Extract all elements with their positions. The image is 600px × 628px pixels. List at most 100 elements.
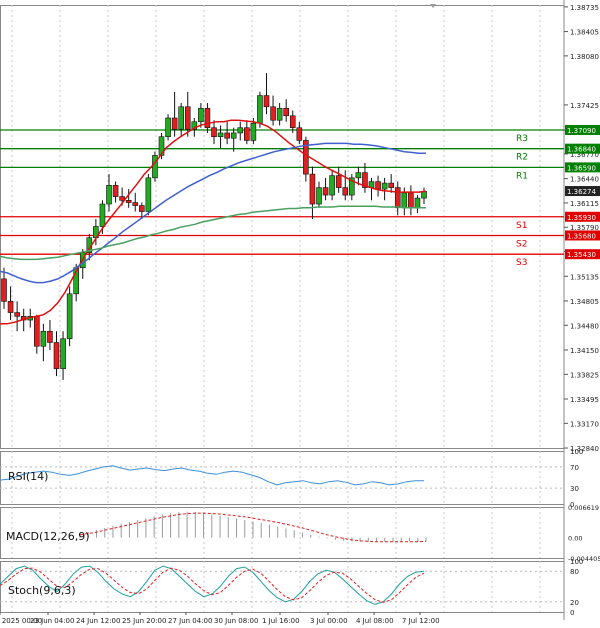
time-tick-label: 1 Jul 16:00	[262, 617, 300, 625]
stoch-d-line	[0, 567, 425, 603]
pivot-tag-r3	[565, 124, 600, 135]
time-tick-label: 7 Jul 12:00	[402, 617, 440, 625]
candle-bull	[276, 107, 283, 121]
candle-bear	[362, 172, 368, 188]
candle-bull	[355, 172, 362, 179]
candle-bull	[217, 132, 224, 138]
pivot-tag-r1	[565, 162, 600, 173]
pivot-tag-text-r1: 1.36590	[567, 164, 596, 172]
candle-bull	[329, 175, 335, 196]
candle-bear	[125, 200, 132, 203]
pivot-tag-text-r3: 1.37090	[567, 127, 596, 135]
candle-bull	[145, 177, 152, 212]
candle-bull	[250, 122, 257, 141]
pivot-label-r2: R2	[516, 153, 528, 163]
candle-bear	[296, 127, 303, 141]
candle-bull	[158, 136, 165, 156]
macd-tick-label: -0.004405	[568, 555, 600, 563]
moving-average-line-2	[0, 142, 426, 284]
candle-bear	[283, 107, 289, 117]
time-tick-label: 30 Jun 08:00	[214, 617, 258, 625]
macd-tick-label: 0.00	[568, 535, 582, 543]
candle-bear	[408, 192, 414, 209]
current-price-label: 1.36274	[567, 188, 596, 196]
macd-panel: 0.006619 0.00 -0.004405 MACD(12,26,9)	[6, 504, 600, 563]
candle-bull	[152, 155, 158, 179]
time-tick-label: 24 Jun 12:00	[76, 617, 120, 625]
price-tick-label: 1.32840	[570, 445, 599, 453]
candle-bull	[191, 121, 198, 130]
price-tick-label: 1.33825	[570, 371, 599, 379]
candle-bear	[14, 312, 20, 317]
stoch-tick-label: 20	[570, 599, 579, 607]
time-tick-label: 3 Jul 00:00	[310, 617, 348, 625]
pivot-label-s3: S3	[516, 258, 527, 268]
macd-signal-line	[79, 512, 427, 543]
candle-bear	[204, 107, 211, 129]
candle-bear	[139, 205, 145, 212]
candle-bear	[289, 115, 296, 129]
stoch-tick-label: 80	[570, 568, 579, 576]
pivot-tag-text-r2: 1.36840	[567, 146, 596, 154]
price-tick-label: 1.36115	[570, 200, 599, 208]
candle-bear	[309, 173, 316, 205]
time-tick-label: 23 Jun 04:00	[30, 617, 74, 625]
pivot-label-s1: S1	[516, 221, 527, 231]
candle-bear	[171, 117, 178, 130]
price-tick-label: 1.36440	[570, 176, 599, 184]
macd-label: MACD(12,26,9)	[6, 530, 90, 543]
price-tick-label: 1.34150	[570, 347, 599, 355]
pivot-label-s2: S2	[516, 239, 527, 249]
candle-bull	[237, 127, 244, 134]
pivot-tag-text-s2: 1.35680	[567, 232, 596, 240]
time-tick-label: 27 Jun 04:00	[168, 617, 212, 625]
candle-bull	[349, 177, 355, 196]
pivot-tag-text-s1: 1.35930	[567, 214, 596, 222]
candle-bull	[230, 132, 237, 139]
candle-bear	[47, 330, 53, 343]
price-tick-label: 1.33170	[570, 420, 599, 428]
candle-bear	[53, 342, 60, 369]
pivot-tag-s3	[565, 249, 600, 260]
pivot-label-r3: R3	[516, 134, 528, 144]
candle-bear	[211, 127, 217, 138]
candle-bear	[184, 106, 191, 130]
macd-tick-label: 0.006619	[568, 504, 599, 512]
candle-bull	[178, 106, 184, 130]
rsi-line	[0, 465, 424, 486]
candle-bull	[106, 185, 112, 205]
candle-bear	[270, 106, 276, 121]
pivot-tag-r2	[565, 143, 600, 154]
rsi-label: RSI(14)	[8, 470, 48, 483]
candle-bear	[244, 127, 250, 141]
moving-average-line-3	[0, 205, 426, 261]
pivot-tag-text-s3: 1.35430	[567, 251, 596, 259]
candle-bear	[342, 187, 349, 196]
current-price-tag	[565, 186, 600, 197]
rsi-tick-label: 30	[570, 485, 579, 493]
candle-bull	[40, 330, 47, 347]
candle-bull	[198, 107, 204, 123]
candle-bull	[66, 293, 73, 340]
stoch-k-line	[0, 565, 425, 605]
pivot-tag-s1	[565, 211, 600, 222]
candle-bull	[401, 192, 408, 209]
candle-bear	[263, 95, 270, 108]
time-tick-label: 2 Jun 2025 00:00	[0, 617, 42, 625]
price-tick-label: 1.35135	[570, 273, 599, 281]
candle-bull	[414, 197, 421, 209]
price-tick-label: 1.38080	[570, 53, 599, 61]
stoch-panel: 100 80 20 0 Stoch(9,6,3)	[0, 558, 583, 617]
candle-bull	[165, 117, 171, 138]
moving-average-line-1	[0, 119, 427, 325]
rsi-tick-label: 0	[570, 501, 574, 509]
candle-bear	[322, 187, 329, 196]
candle-bear	[375, 181, 381, 190]
candle-bear	[303, 140, 309, 175]
candle-bear	[394, 187, 401, 209]
rsi-tick-label: 100	[570, 448, 583, 456]
candle-bear	[7, 301, 14, 313]
